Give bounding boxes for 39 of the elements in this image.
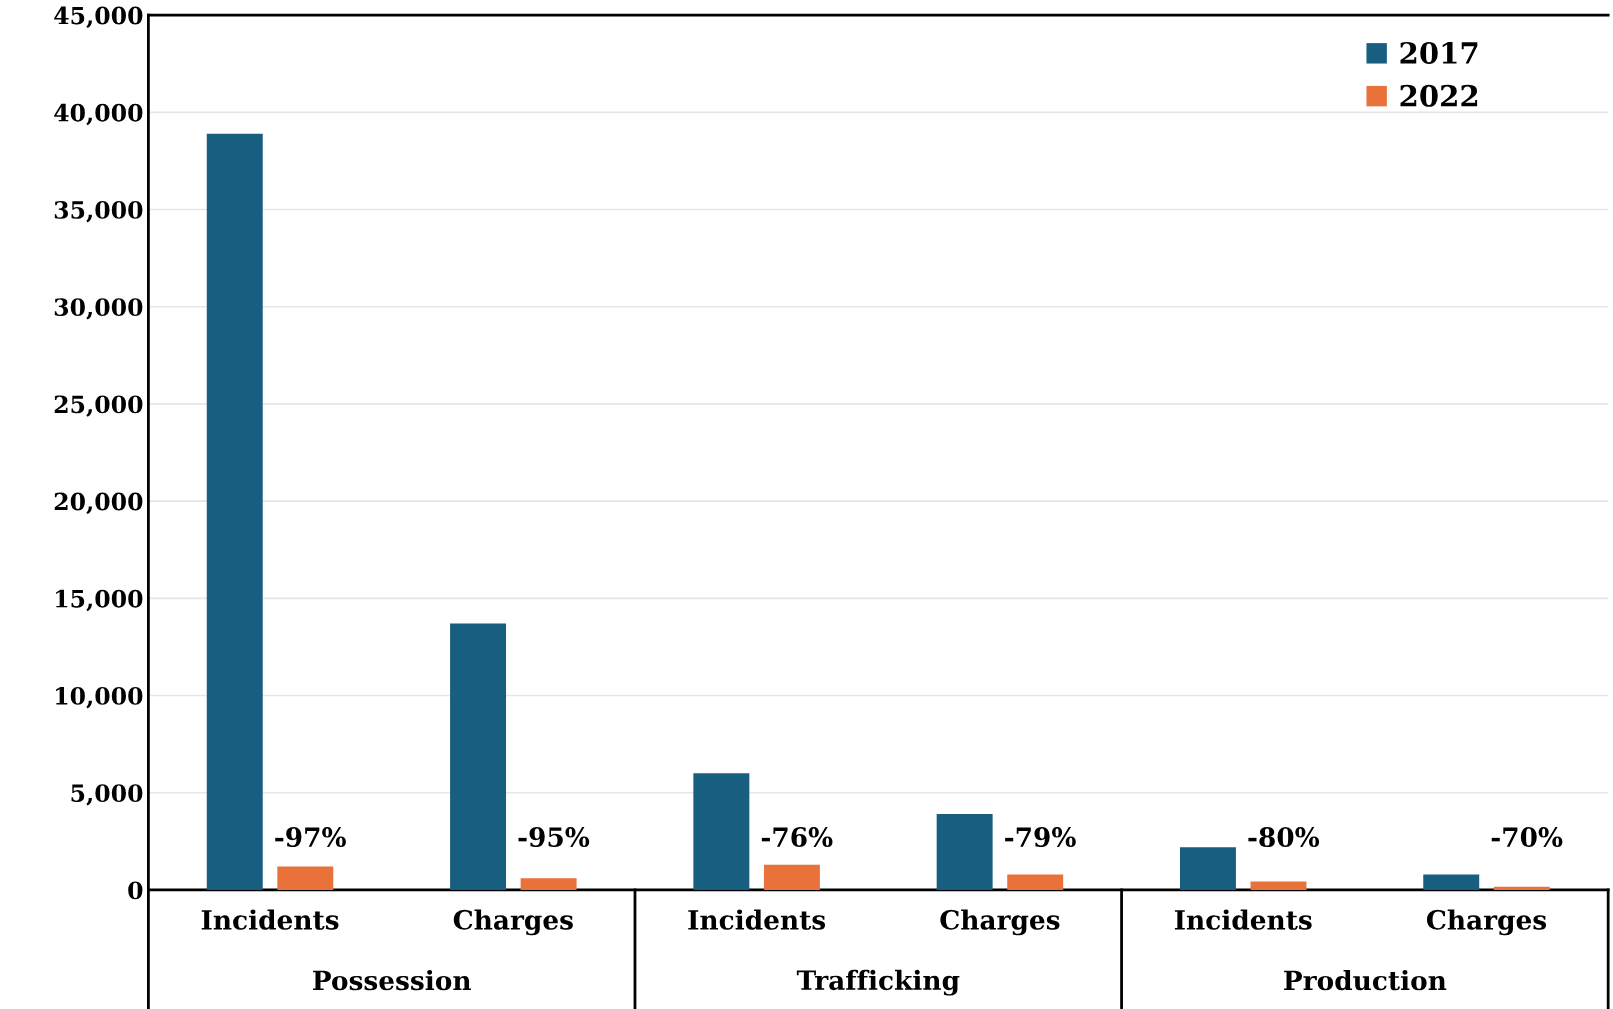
y-tick-label: 5,000 bbox=[71, 784, 143, 806]
x-tick-label: Incidents bbox=[1174, 909, 1312, 930]
annotation: -79% bbox=[1005, 827, 1076, 848]
bar bbox=[1493, 886, 1550, 890]
bar bbox=[1250, 881, 1307, 890]
bar bbox=[206, 133, 263, 890]
legend-label: 2017 bbox=[1400, 41, 1478, 64]
y-tick-label: 45,000 bbox=[54, 6, 143, 28]
annotation: -70% bbox=[1491, 827, 1563, 848]
bar bbox=[1007, 874, 1064, 890]
text: Trafficking bbox=[796, 969, 960, 996]
y-tick-label: 20,000 bbox=[54, 492, 143, 514]
bar bbox=[936, 814, 993, 890]
annotation: -76% bbox=[761, 827, 833, 848]
y-tick-label: 15,000 bbox=[56, 589, 143, 612]
bar bbox=[277, 866, 334, 890]
annotation: -80% bbox=[1248, 827, 1320, 848]
bar bbox=[1423, 874, 1480, 890]
legend-label: 2022 bbox=[1400, 84, 1478, 107]
text: Production bbox=[1284, 969, 1447, 991]
bar bbox=[763, 864, 820, 890]
annotation: -97% bbox=[275, 827, 346, 848]
x-tick-label: Charges bbox=[940, 909, 1060, 936]
bar bbox=[520, 878, 577, 890]
annotation: -95% bbox=[518, 827, 590, 848]
y-tick-label: 25,000 bbox=[54, 395, 143, 417]
x-tick-label: Incidents bbox=[201, 909, 339, 930]
y-tick-label: 30,000 bbox=[54, 298, 143, 320]
bar bbox=[1179, 847, 1236, 890]
x-tick-label: Charges bbox=[453, 909, 573, 936]
x-tick-label: Incidents bbox=[688, 909, 826, 930]
text: Possession bbox=[313, 969, 471, 991]
bar bbox=[450, 623, 507, 890]
y-tick-label: 0 bbox=[128, 881, 143, 900]
y-tick-label: 10,000 bbox=[56, 686, 143, 709]
x-tick-label: Charges bbox=[1426, 909, 1547, 936]
bar bbox=[693, 773, 750, 890]
y-tick-label: 40,000 bbox=[54, 103, 143, 126]
y-tick-label: 35,000 bbox=[54, 200, 143, 223]
